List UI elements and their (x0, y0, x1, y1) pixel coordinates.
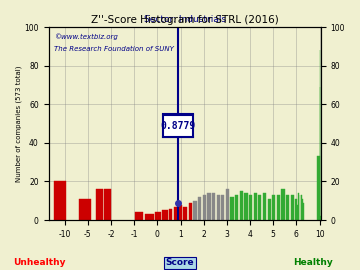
Bar (295, 199, 297, 220)
Bar (189, 203, 192, 220)
Bar (303, 203, 305, 220)
Bar (135, 212, 143, 220)
Bar (79, 199, 91, 220)
Bar (244, 193, 248, 220)
Text: Healthy: Healthy (293, 258, 333, 267)
Bar (198, 197, 201, 220)
Bar (203, 195, 206, 220)
Bar (193, 201, 197, 220)
Bar (286, 195, 289, 220)
Bar (302, 199, 303, 220)
Bar (207, 193, 211, 220)
Bar (263, 193, 266, 220)
Bar (145, 214, 153, 220)
Bar (96, 189, 103, 220)
Bar (277, 195, 280, 220)
Bar (282, 189, 285, 220)
Bar (162, 210, 167, 220)
Bar (235, 195, 238, 220)
Bar (258, 195, 261, 220)
Bar (217, 195, 220, 220)
Bar (254, 193, 257, 220)
Text: Sector: Industrials: Sector: Industrials (144, 15, 226, 24)
Bar (301, 195, 302, 220)
Bar (298, 193, 299, 220)
Bar (183, 207, 187, 220)
Bar (291, 195, 294, 220)
Bar (230, 197, 234, 220)
Text: Score: Score (166, 258, 194, 267)
FancyBboxPatch shape (163, 114, 193, 137)
Text: The Research Foundation of SUNY: The Research Foundation of SUNY (54, 46, 174, 52)
Bar (297, 205, 298, 220)
Bar (226, 189, 229, 220)
Text: 0.8779: 0.8779 (161, 120, 196, 131)
Bar (272, 195, 275, 220)
Y-axis label: Number of companies (573 total): Number of companies (573 total) (15, 65, 22, 182)
Bar (240, 191, 243, 220)
Text: ©www.textbiz.org: ©www.textbiz.org (54, 33, 118, 40)
Bar (249, 195, 252, 220)
Bar (317, 156, 320, 220)
Bar (155, 212, 161, 220)
Bar (174, 207, 177, 220)
Title: Z''-Score Histogram for STRL (2016): Z''-Score Histogram for STRL (2016) (91, 15, 279, 25)
Bar (212, 193, 215, 220)
Bar (104, 189, 111, 220)
Bar (54, 181, 67, 220)
Bar (178, 205, 181, 220)
Bar (221, 195, 224, 220)
Bar (169, 208, 172, 220)
Bar (267, 199, 271, 220)
Text: Unhealthy: Unhealthy (13, 258, 66, 267)
